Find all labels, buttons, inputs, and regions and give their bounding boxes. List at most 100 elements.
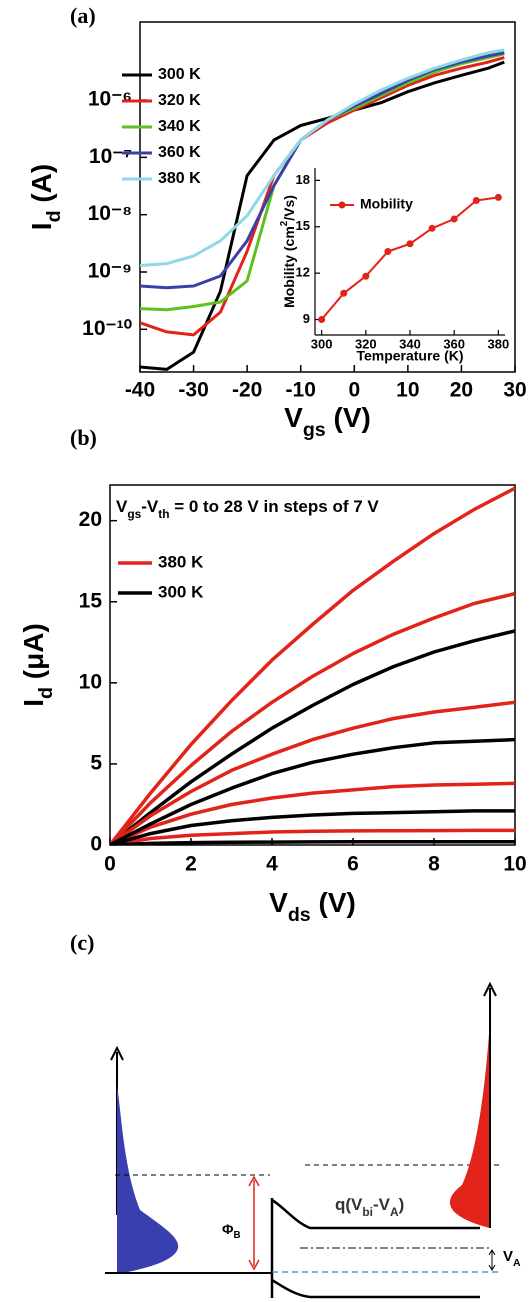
x-axis-label-part: (V) xyxy=(311,887,356,918)
panel-label: (a) xyxy=(70,3,96,28)
annotation-part: -V xyxy=(141,497,159,516)
built-in-label: q(Vbi-VA) xyxy=(335,1195,404,1219)
annotation-part: gs xyxy=(127,507,141,521)
series-line xyxy=(110,840,515,845)
y-tick-label: 10⁻⁸ xyxy=(88,202,132,225)
red-distribution xyxy=(449,1020,490,1228)
y-axis-label-part: I xyxy=(26,222,57,230)
legend-marker xyxy=(338,201,346,209)
x-tick-label: 8 xyxy=(428,853,440,876)
annotation-part: V xyxy=(116,497,128,516)
legend-label: 320 K xyxy=(158,92,201,109)
x-axis-label: Vds (V) xyxy=(269,887,356,926)
y-tick-label: 10⁻⁶ xyxy=(88,88,132,111)
annotation: Vgs-Vth = 0 to 28 V in steps of 7 V xyxy=(116,497,379,521)
x-tick-label: 380 xyxy=(488,336,510,351)
y-tick-label: 20 xyxy=(79,508,102,531)
band-diagram xyxy=(105,981,502,1299)
y-tick-label: 0 xyxy=(90,833,102,856)
y-tick-label: 15 xyxy=(79,589,103,612)
series-line xyxy=(320,196,499,321)
series-line xyxy=(110,781,515,845)
legend-label: 300 K xyxy=(158,582,204,601)
legend-label: 300 K xyxy=(158,66,201,83)
x-tick-label: 10 xyxy=(396,379,419,402)
y-tick-label: 15 xyxy=(296,218,310,233)
legend-label: Mobility xyxy=(360,196,413,212)
x-tick-label: 300 xyxy=(311,336,333,351)
y-axis-label-part: (μA) xyxy=(18,623,49,687)
arrow-head xyxy=(248,1175,260,1271)
series-line xyxy=(110,629,515,845)
built-in-label-part: ) xyxy=(399,1195,405,1214)
y-tick-label: 9 xyxy=(303,311,310,326)
x-axis-label: Vgs (V) xyxy=(284,402,371,441)
plot-frame xyxy=(139,21,516,373)
arrow-head xyxy=(110,1045,124,1061)
x-tick-label: 320 xyxy=(355,336,377,351)
barrier-label-part: Φ xyxy=(222,1221,234,1237)
plot-lines xyxy=(320,196,499,321)
series-line xyxy=(110,809,515,845)
marker xyxy=(494,193,502,201)
x-tick-label: 0 xyxy=(104,853,116,876)
built-in-label-part: bi xyxy=(362,1205,373,1219)
x-tick-label: 360 xyxy=(443,336,465,351)
y-axis-label-part: d xyxy=(35,687,57,699)
y-axis-label-part: I xyxy=(18,699,49,707)
x-axis-label-part: (V) xyxy=(326,402,371,433)
x-tick-label: -40 xyxy=(125,379,155,402)
series-line xyxy=(110,737,515,845)
y-tick-label: 10⁻⁹ xyxy=(88,260,132,283)
built-in-label-part: A xyxy=(390,1205,399,1219)
y-axis-label: Mobility (cm2/Vs) xyxy=(279,195,297,308)
panel-label: (c) xyxy=(70,930,94,955)
applied-label: VA xyxy=(503,1248,521,1269)
y-tick-label: 18 xyxy=(296,172,310,187)
legend-label: 340 K xyxy=(158,118,201,135)
series-line xyxy=(110,591,515,845)
series-line xyxy=(110,828,515,845)
y-axis-label-part: Mobility (cm xyxy=(281,226,297,308)
y-tick-label: 12 xyxy=(296,265,310,280)
annotation-part: = 0 to 28 V in steps of 7 V xyxy=(169,497,379,516)
series-line xyxy=(140,56,505,337)
marker xyxy=(428,224,436,232)
panel-label: (b) xyxy=(70,425,97,450)
x-tick-label: 2 xyxy=(185,853,197,876)
marker xyxy=(362,272,370,280)
x-tick-label: 10 xyxy=(503,853,526,876)
x-axis-label-part: ds xyxy=(288,904,311,926)
legend-label: 380 K xyxy=(158,552,204,571)
y-axis-label-part: 2 xyxy=(279,220,290,226)
x-tick-label: 30 xyxy=(503,379,526,402)
series-line xyxy=(110,486,515,845)
barrier-label: ΦB xyxy=(222,1221,241,1241)
y-tick-label: 10⁻¹⁰ xyxy=(82,317,132,340)
annotation-part: th xyxy=(158,507,169,521)
applied-label-part: V xyxy=(503,1248,513,1265)
marker xyxy=(406,240,414,248)
y-axis-label-part: /Vs) xyxy=(281,195,297,221)
y-axis-label: Id (A) xyxy=(26,164,65,230)
legend-label: 360 K xyxy=(158,144,201,161)
x-axis-label-part: V xyxy=(284,402,303,433)
y-tick-label: 10⁻⁷ xyxy=(89,145,132,168)
blue-distribution xyxy=(117,1085,179,1274)
built-in-label-part: q(V xyxy=(335,1195,363,1214)
arrow-head xyxy=(488,1249,496,1271)
applied-label-part: A xyxy=(513,1257,521,1269)
x-tick-label: -30 xyxy=(178,379,208,402)
x-tick-label: -10 xyxy=(286,379,316,402)
y-tick-label: 10 xyxy=(79,670,102,693)
built-in-label-part: -V xyxy=(373,1195,391,1214)
series-line xyxy=(140,48,505,267)
series-line xyxy=(110,700,515,845)
x-tick-label: 0 xyxy=(348,379,360,402)
plot-lines xyxy=(140,48,505,371)
y-axis-label: Id (μA) xyxy=(18,623,57,707)
x-tick-label: 6 xyxy=(347,853,359,876)
marker xyxy=(472,196,480,204)
x-tick-label: 340 xyxy=(399,336,421,351)
